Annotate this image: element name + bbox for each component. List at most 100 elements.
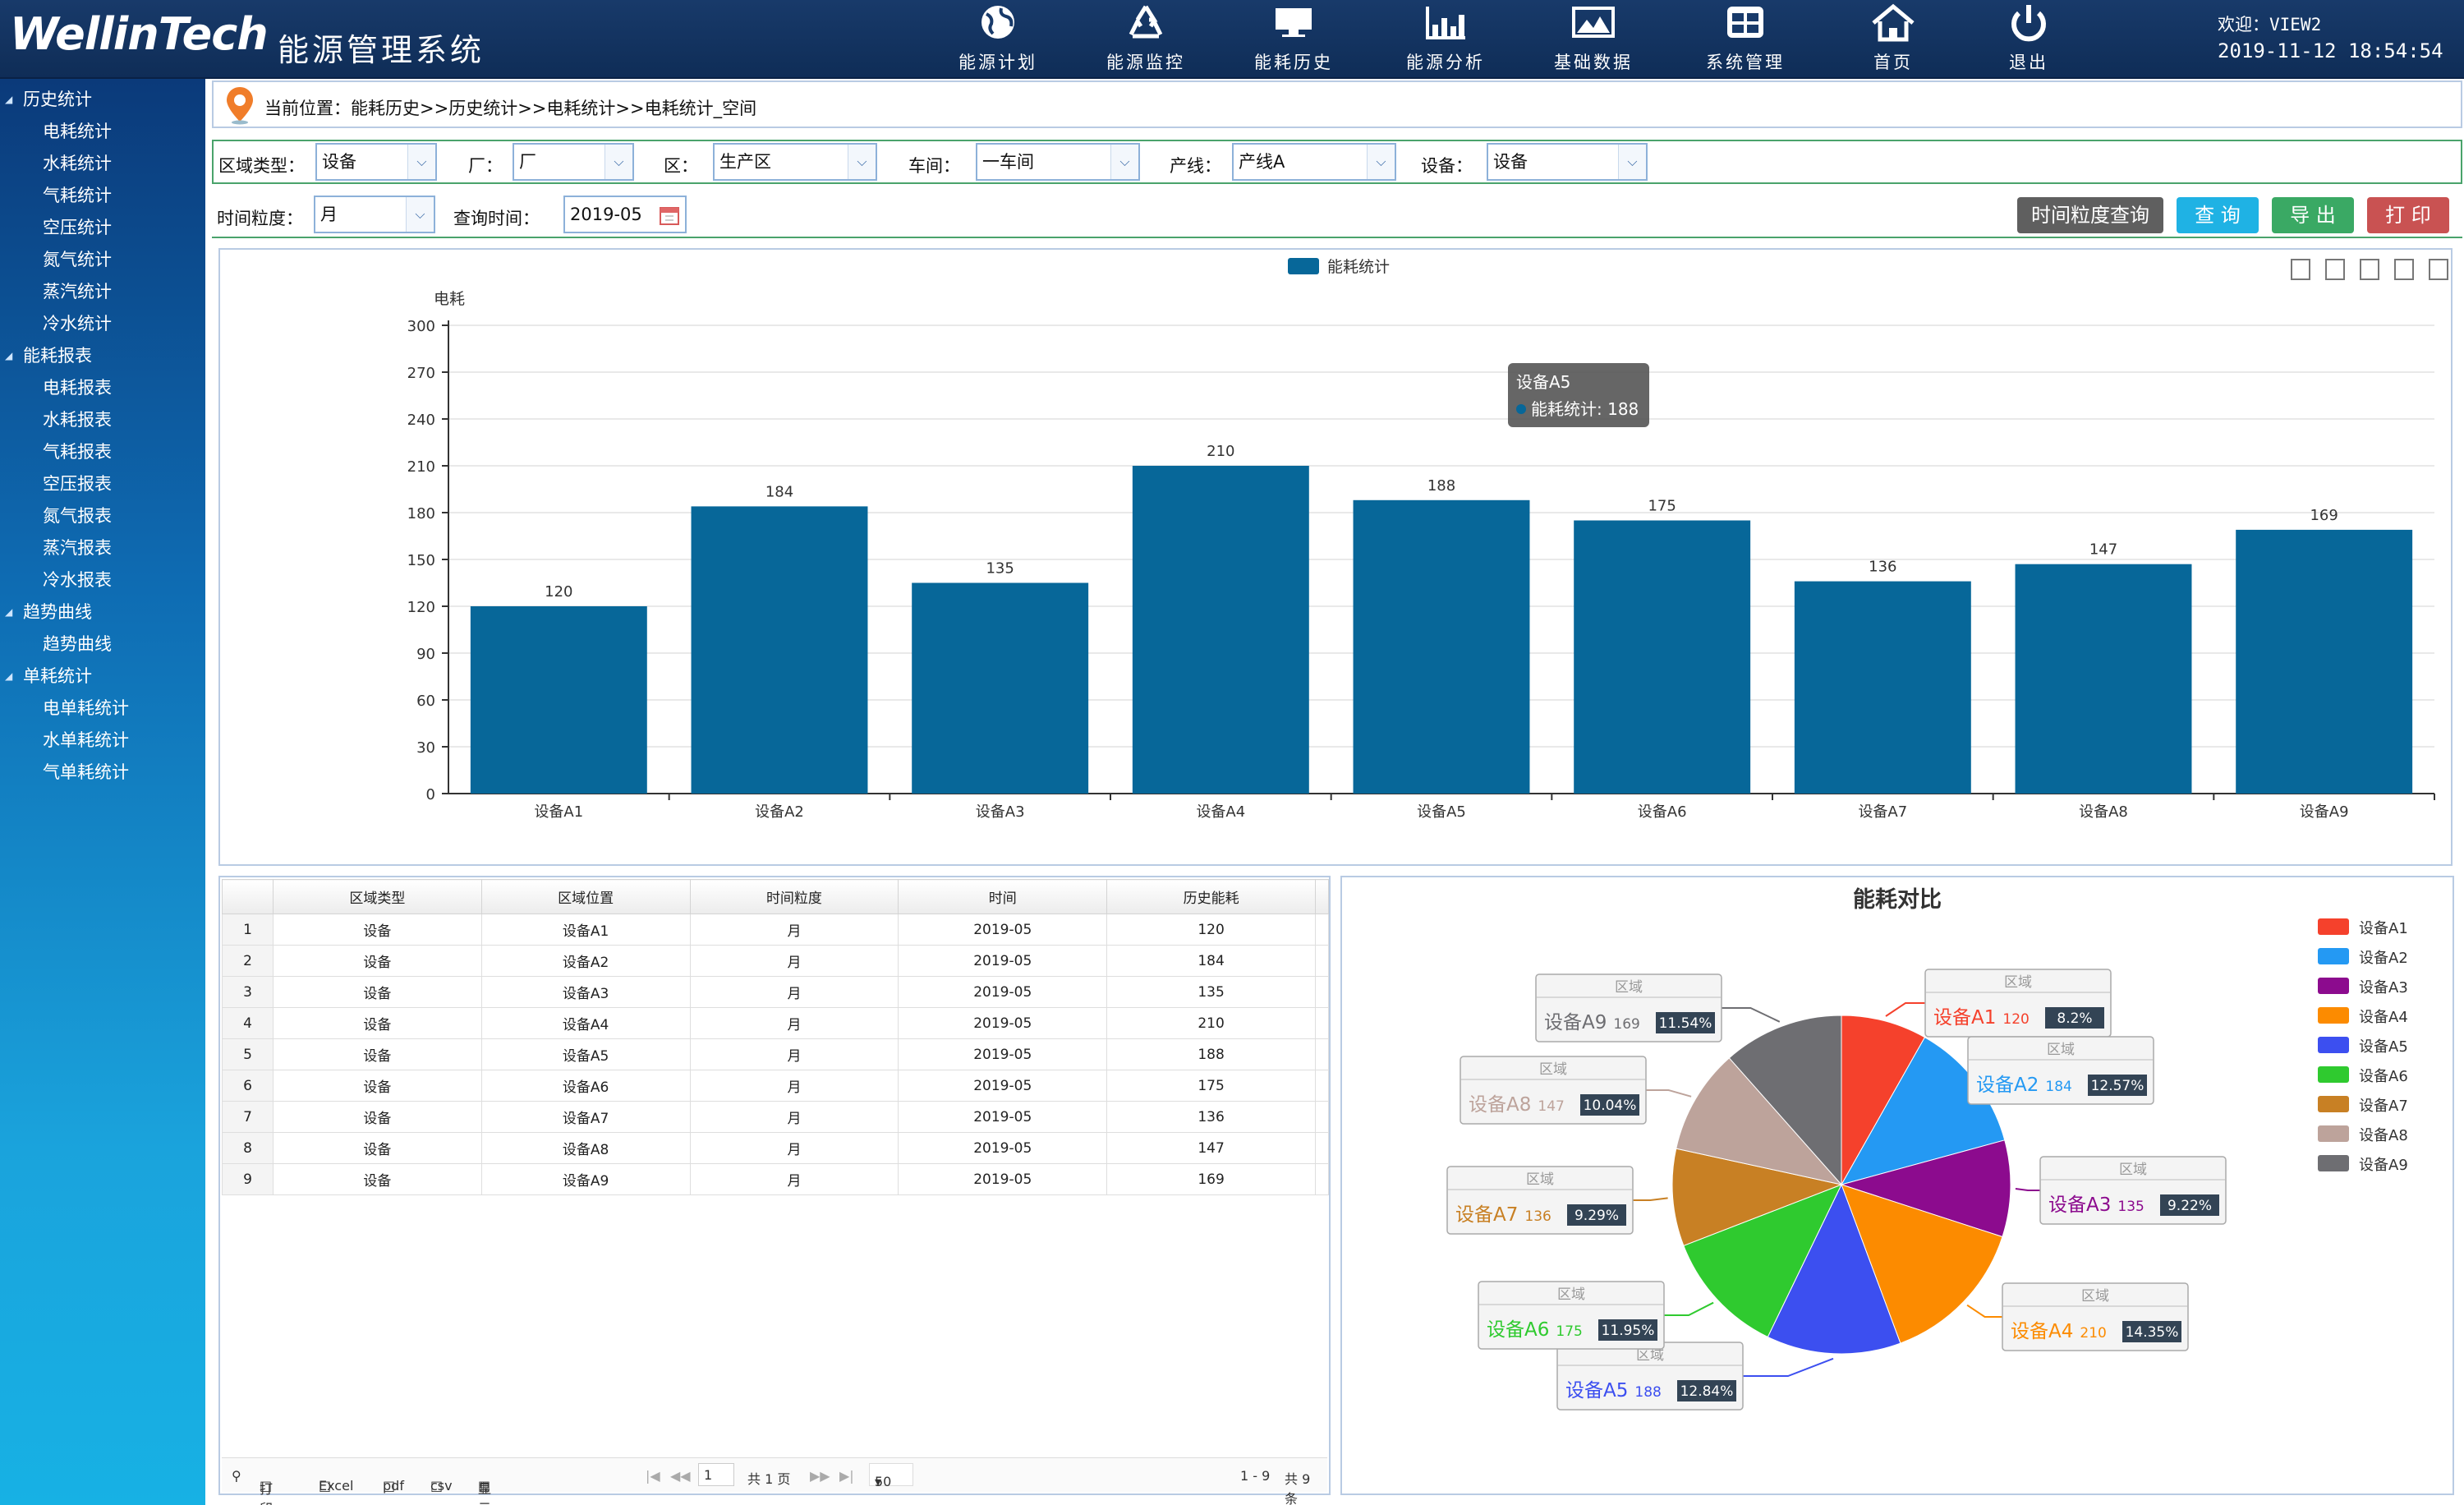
sidebar-group[interactable]: ◢ 趋势曲线 xyxy=(0,596,205,628)
bar[interactable] xyxy=(912,582,1089,794)
table-row[interactable]: 4 设备 设备A4 月 2019-05 210 xyxy=(222,1007,1330,1039)
table-row[interactable]: 8 设备 设备A8 月 2019-05 147 xyxy=(222,1132,1330,1164)
sidebar-item[interactable]: 电单耗统计 xyxy=(43,698,129,718)
bar[interactable] xyxy=(2236,529,2413,794)
legend-swatch[interactable] xyxy=(2318,1155,2349,1171)
pie-slice[interactable] xyxy=(1841,1184,2003,1344)
sidebar-item[interactable]: 水耗报表 xyxy=(43,410,112,430)
nav-4[interactable]: 能源分析 xyxy=(1384,0,1507,79)
bar[interactable] xyxy=(1574,520,1751,794)
bar-switch-icon[interactable] xyxy=(2360,259,2379,280)
sidebar-item[interactable]: 蒸汽报表 xyxy=(43,538,112,558)
column-header[interactable]: 时间粒度 xyxy=(689,879,899,914)
pie-slice[interactable] xyxy=(1676,1057,1843,1185)
column-header[interactable]: 历史能耗 xyxy=(1106,879,1316,914)
table-row[interactable]: 5 设备 设备A5 月 2019-05 188 xyxy=(222,1038,1330,1070)
line-select[interactable]: 产线A ⌵ xyxy=(1232,143,1396,181)
sidebar-item[interactable]: 气单耗统计 xyxy=(43,762,129,782)
legend-label[interactable]: 设备A1 xyxy=(2359,920,2408,937)
legend-label[interactable]: 设备A6 xyxy=(2359,1068,2408,1085)
next-page-icon[interactable]: ▶▶ xyxy=(810,1468,830,1484)
export-button[interactable]: 导 出 xyxy=(2272,197,2354,233)
pie-slice[interactable] xyxy=(1671,1148,1843,1246)
sidebar-group[interactable]: ◢ 历史统计 xyxy=(0,84,205,116)
pie-slice[interactable] xyxy=(1683,1184,1843,1338)
query-time-input[interactable]: 2019-05 xyxy=(563,196,687,233)
sidebar-item[interactable]: 气耗统计 xyxy=(43,186,112,205)
pie-slice[interactable] xyxy=(1840,1139,2011,1238)
legend-label[interactable]: 设备A5 xyxy=(2359,1038,2408,1056)
sidebar-item[interactable]: 蒸汽统计 xyxy=(43,282,112,301)
sidebar-item[interactable]: 空压统计 xyxy=(43,218,112,237)
table-row[interactable]: 1 设备 设备A1 月 2019-05 120 xyxy=(222,914,1330,946)
sidebar-group[interactable]: ◢ 能耗报表 xyxy=(0,340,205,372)
legend-label[interactable]: 设备A2 xyxy=(2359,950,2408,967)
sidebar-item[interactable]: 水耗统计 xyxy=(43,154,112,173)
legend-label[interactable]: 设备A7 xyxy=(2359,1098,2408,1115)
first-page-icon[interactable]: |◀ xyxy=(646,1468,660,1484)
table-row[interactable]: 3 设备 设备A3 月 2019-05 135 xyxy=(222,976,1330,1008)
legend-swatch[interactable] xyxy=(2318,1125,2349,1142)
sidebar-item[interactable]: 电耗统计 xyxy=(43,122,112,141)
sidebar-group[interactable]: ◢ 单耗统计 xyxy=(0,660,205,693)
line-switch-icon[interactable] xyxy=(2325,259,2345,280)
zone-select[interactable]: 生产区 ⌵ xyxy=(713,143,877,181)
nav-2[interactable]: 能源监控 xyxy=(1084,0,1207,79)
bar[interactable] xyxy=(1353,499,1530,794)
legend-label[interactable]: 设备A8 xyxy=(2359,1127,2408,1144)
table-row[interactable]: 2 设备 设备A2 月 2019-05 184 xyxy=(222,945,1330,977)
sidebar-item[interactable]: 趋势曲线 xyxy=(43,634,112,654)
table-row[interactable]: 7 设备 设备A7 月 2019-05 136 xyxy=(222,1101,1330,1133)
legend-label[interactable]: 设备A9 xyxy=(2359,1157,2408,1174)
calendar-icon[interactable] xyxy=(659,205,680,226)
sidebar-item[interactable]: 空压报表 xyxy=(43,474,112,494)
device-select[interactable]: 设备 ⌵ xyxy=(1487,143,1648,181)
sidebar-item[interactable]: 气耗报表 xyxy=(43,442,112,462)
nav-7[interactable]: 首页 xyxy=(1832,0,1955,79)
legend-swatch[interactable] xyxy=(2318,978,2349,994)
page-size-select[interactable]: 50 ▾ xyxy=(869,1463,913,1489)
nav-6[interactable]: 系统管理 xyxy=(1684,0,1807,79)
download-icon[interactable] xyxy=(2429,259,2448,280)
sidebar-item[interactable]: 氮气统计 xyxy=(43,250,112,269)
table-row[interactable]: 6 设备 设备A6 月 2019-05 175 xyxy=(222,1070,1330,1102)
sidebar-item[interactable]: 冷水统计 xyxy=(43,314,112,334)
pie-slice[interactable] xyxy=(1841,1015,1926,1186)
bar[interactable] xyxy=(470,606,647,794)
legend-swatch[interactable] xyxy=(2318,1066,2349,1083)
sidebar-item[interactable]: 冷水报表 xyxy=(43,570,112,590)
column-header[interactable]: 时间 xyxy=(898,879,1108,914)
sidebar-item[interactable]: 氮气报表 xyxy=(43,506,112,526)
area-type-select[interactable]: 设备 ⌵ xyxy=(315,143,437,181)
legend-swatch[interactable] xyxy=(2318,948,2349,964)
nav-1[interactable]: 能源计划 xyxy=(936,0,1060,79)
bar[interactable] xyxy=(2015,564,2192,794)
legend-swatch[interactable] xyxy=(2318,1096,2349,1112)
print-button[interactable]: 打 印 xyxy=(2367,197,2449,233)
legend-swatch[interactable] xyxy=(2318,1007,2349,1024)
table-row[interactable]: 9 设备 设备A9 月 2019-05 169 xyxy=(222,1163,1330,1195)
search-icon[interactable]: ⚲ xyxy=(232,1468,241,1484)
pie-slice[interactable] xyxy=(1767,1183,1901,1355)
sidebar-item[interactable]: 电耗报表 xyxy=(43,378,112,398)
page-input[interactable]: 1 xyxy=(698,1463,734,1486)
workshop-select[interactable]: 一车间 ⌵ xyxy=(976,143,1140,181)
column-header[interactable]: 区域类型 xyxy=(272,879,482,914)
prev-page-icon[interactable]: ◀◀ xyxy=(670,1468,691,1484)
nav-3[interactable]: 能耗历史 xyxy=(1232,0,1355,79)
factory-select[interactable]: 厂 ⌵ xyxy=(513,143,634,181)
bar[interactable] xyxy=(1794,581,1971,794)
granularity-query-button[interactable]: 时间粒度查询 xyxy=(2017,197,2163,233)
nav-8[interactable]: 退出 xyxy=(1967,0,2090,79)
granularity-select[interactable]: 月 ⌵ xyxy=(314,196,435,233)
sidebar-item[interactable]: 水单耗统计 xyxy=(43,730,129,750)
legend-label[interactable]: 设备A4 xyxy=(2359,1009,2408,1026)
nav-5[interactable]: 基础数据 xyxy=(1532,0,1655,79)
restore-icon[interactable] xyxy=(2394,259,2414,280)
column-header[interactable]: 区域位置 xyxy=(480,879,691,914)
legend-swatch[interactable] xyxy=(2318,918,2349,935)
bar[interactable] xyxy=(691,506,868,794)
last-page-icon[interactable]: ▶| xyxy=(839,1468,854,1484)
pie-slice[interactable] xyxy=(1728,1015,1842,1186)
legend-label[interactable]: 设备A3 xyxy=(2359,979,2408,996)
